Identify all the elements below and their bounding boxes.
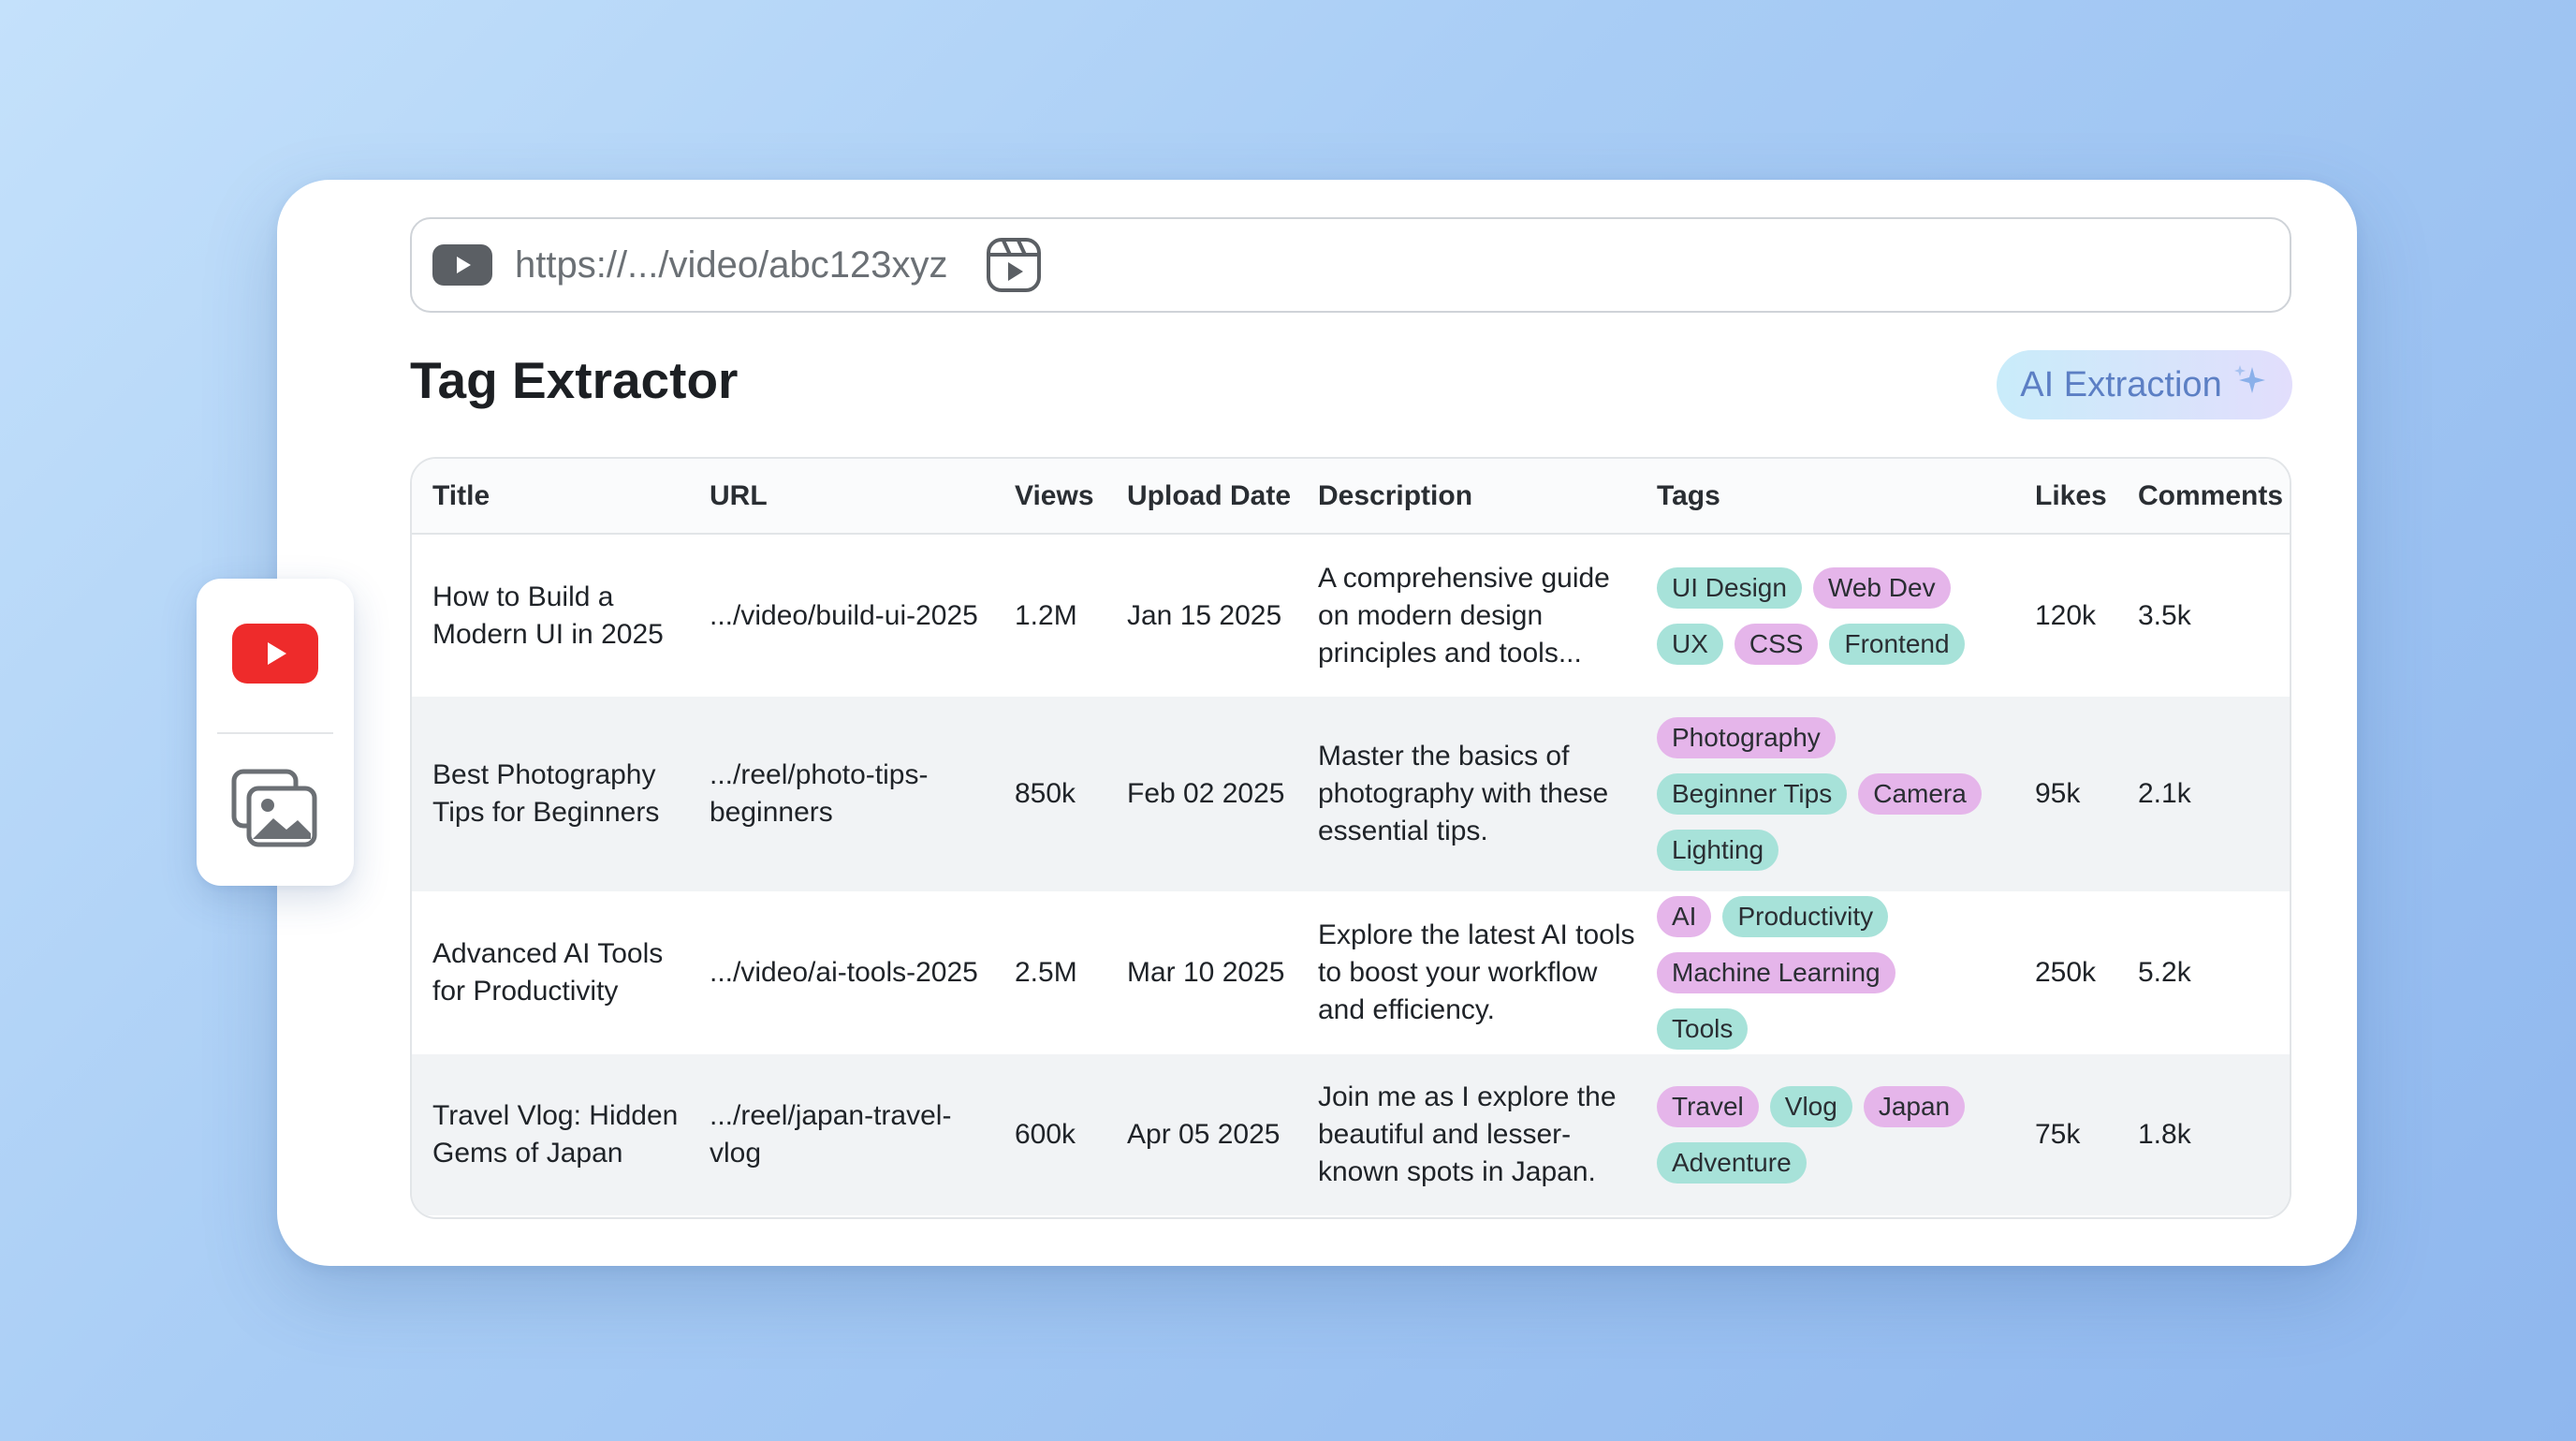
cell-tags: AI Productivity Machine Learning Tools xyxy=(1636,891,2014,1054)
cell-tags: Photography Beginner Tips Camera Lightin… xyxy=(1636,697,2014,891)
cell-comments: 2.1k xyxy=(2117,697,2290,891)
cell-url[interactable]: .../reel/japan-travel-vlog xyxy=(689,1054,994,1215)
cell-description: Join me as I explore the beautiful and l… xyxy=(1297,1054,1636,1215)
tag-chip[interactable]: Web Dev xyxy=(1812,566,1951,609)
cell-title: Best Photography Tips for Beginners xyxy=(412,697,689,891)
tag-chip[interactable]: UI Design xyxy=(1657,566,1802,609)
tag-chip[interactable]: Productivity xyxy=(1722,896,1889,937)
tag-chip[interactable]: Tools xyxy=(1657,1008,1749,1050)
table-row[interactable]: Advanced AI Tools for Productivity .../v… xyxy=(412,891,2290,1054)
tag-chip[interactable]: Beginner Tips xyxy=(1657,773,1848,815)
youtube-icon[interactable] xyxy=(232,624,318,684)
cell-likes: 95k xyxy=(2014,697,2117,891)
main-card: https://.../video/abc123xyz Tag Extracto… xyxy=(277,180,2357,1266)
tag-chip[interactable]: UX xyxy=(1657,623,1723,665)
reel-icon[interactable] xyxy=(985,236,1043,294)
cell-likes: 250k xyxy=(2014,891,2117,1054)
tag-chip[interactable]: Frontend xyxy=(1829,623,1965,665)
cell-views: 2.5M xyxy=(994,891,1106,1054)
cell-likes: 120k xyxy=(2014,534,2117,697)
column-header-url[interactable]: URL xyxy=(689,459,994,535)
tag-chip[interactable]: Lighting xyxy=(1657,830,1779,871)
cell-url[interactable]: .../video/ai-tools-2025 xyxy=(689,891,994,1054)
cell-comments: 5.2k xyxy=(2117,891,2290,1054)
column-header-upload-date[interactable]: Upload Date xyxy=(1106,459,1297,535)
cell-title: Travel Vlog: Hidden Gems of Japan xyxy=(412,1054,689,1215)
tag-list: UI Design Web Dev UX CSS Frontend xyxy=(1657,566,1994,665)
tag-chip[interactable]: Vlog xyxy=(1769,1086,1852,1127)
cell-description: A comprehensive guide on modern design p… xyxy=(1297,534,1636,697)
cell-upload-date: Mar 10 2025 xyxy=(1106,891,1297,1054)
cell-comments: 1.8k xyxy=(2117,1054,2290,1215)
column-header-description[interactable]: Description xyxy=(1297,459,1636,535)
ai-extraction-label: AI Extraction xyxy=(2020,364,2222,404)
url-input-bar[interactable]: https://.../video/abc123xyz xyxy=(410,217,2291,313)
cell-views: 850k xyxy=(994,697,1106,891)
side-panel-divider xyxy=(217,732,333,734)
cell-url[interactable]: .../video/build-ui-2025 xyxy=(689,534,994,697)
column-header-comments[interactable]: Comments xyxy=(2117,459,2290,535)
cell-upload-date: Apr 05 2025 xyxy=(1106,1054,1297,1215)
tag-list: Travel Vlog Japan Adventure xyxy=(1657,1086,1994,1184)
cell-upload-date: Jan 15 2025 xyxy=(1106,534,1297,697)
tag-chip[interactable]: AI xyxy=(1657,896,1712,937)
cell-comments: 3.5k xyxy=(2117,534,2290,697)
cell-title: Advanced AI Tools for Productivity xyxy=(412,891,689,1054)
table-row[interactable]: Travel Vlog: Hidden Gems of Japan .../re… xyxy=(412,1054,2290,1215)
cell-tags: UI Design Web Dev UX CSS Frontend xyxy=(1636,534,2014,697)
column-header-title[interactable]: Title xyxy=(412,459,689,535)
cell-description: Master the basics of photography with th… xyxy=(1297,697,1636,891)
image-gallery-icon[interactable] xyxy=(230,766,320,850)
tag-chip[interactable]: Machine Learning xyxy=(1657,952,1895,993)
page-title: Tag Extractor xyxy=(410,351,739,409)
results-table: Title URL Views Upload Date Description … xyxy=(410,457,2291,1219)
tag-list: AI Productivity Machine Learning Tools xyxy=(1657,896,1994,1050)
cell-title: How to Build a Modern UI in 2025 xyxy=(412,534,689,697)
cell-url[interactable]: .../reel/photo-tips-beginners xyxy=(689,697,994,891)
cell-likes: 75k xyxy=(2014,1054,2117,1215)
tag-chip[interactable]: Travel xyxy=(1657,1086,1759,1127)
column-header-likes[interactable]: Likes xyxy=(2014,459,2117,535)
tag-chip[interactable]: Photography xyxy=(1657,717,1836,758)
cell-upload-date: Feb 02 2025 xyxy=(1106,697,1297,891)
column-header-tags[interactable]: Tags xyxy=(1636,459,2014,535)
cell-views: 1.2M xyxy=(994,534,1106,697)
tag-chip[interactable]: Camera xyxy=(1858,773,1982,815)
source-side-panel xyxy=(197,579,354,886)
cell-description: Explore the latest AI tools to boost you… xyxy=(1297,891,1636,1054)
video-play-icon xyxy=(432,244,492,286)
table-row[interactable]: Best Photography Tips for Beginners .../… xyxy=(412,697,2290,891)
tag-chip[interactable]: Adventure xyxy=(1657,1142,1807,1184)
cell-views: 600k xyxy=(994,1054,1106,1215)
sparkle-icon xyxy=(2232,361,2269,408)
table-row[interactable]: How to Build a Modern UI in 2025 .../vid… xyxy=(412,534,2290,697)
column-header-views[interactable]: Views xyxy=(994,459,1106,535)
tag-chip[interactable]: Japan xyxy=(1863,1086,1966,1127)
tag-chip[interactable]: CSS xyxy=(1734,623,1819,665)
url-text[interactable]: https://.../video/abc123xyz xyxy=(515,243,948,286)
tag-list: Photography Beginner Tips Camera Lightin… xyxy=(1657,717,1994,871)
cell-tags: Travel Vlog Japan Adventure xyxy=(1636,1054,2014,1215)
table-header-row: Title URL Views Upload Date Description … xyxy=(412,459,2290,535)
ai-extraction-button[interactable]: AI Extraction xyxy=(1997,350,2292,419)
